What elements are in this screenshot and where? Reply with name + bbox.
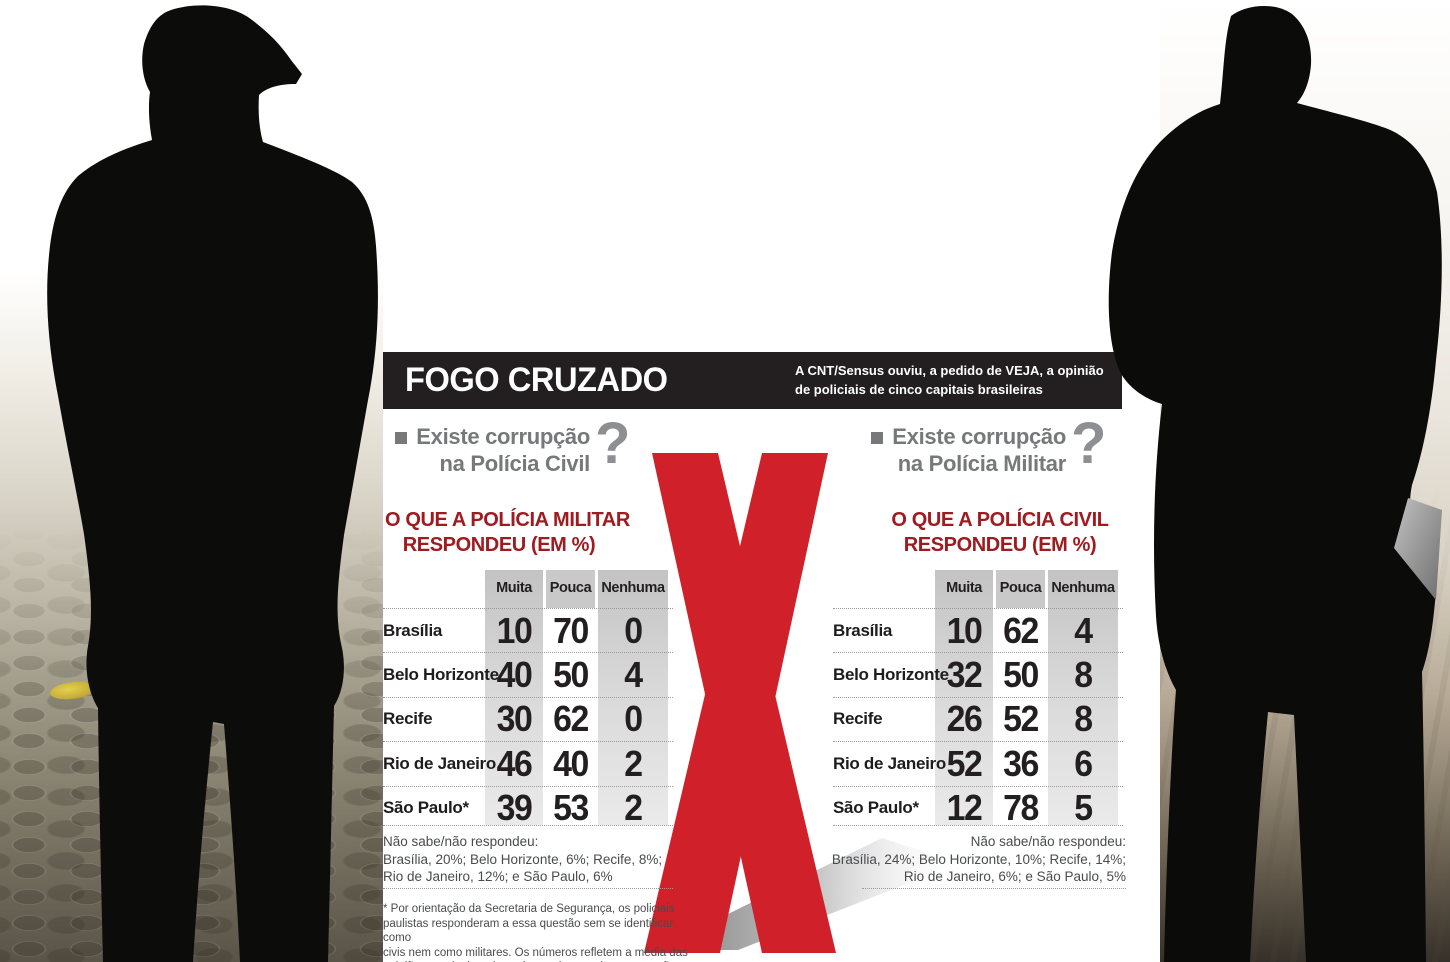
table-rows: Brasília 10 62 4 Belo Horizonte 32 50 8 …	[833, 608, 1123, 830]
cell-nenhuma: 8	[1074, 698, 1093, 740]
table-row: Brasília 10 62 4	[833, 608, 1123, 652]
table-row: Recife 30 62 0	[383, 696, 673, 741]
cell-pouca: 53	[553, 787, 589, 829]
column-header-stripe-pouca	[546, 570, 595, 608]
question-policia-militar: Existe corrupção na Polícia Militar ?	[866, 415, 1106, 477]
row-label: São Paulo*	[383, 798, 469, 818]
cell-muita: 39	[496, 787, 533, 829]
cell-muita: 32	[946, 654, 983, 696]
cell-nenhuma: 6	[1074, 742, 1093, 784]
cell-nenhuma: 5	[1074, 787, 1093, 829]
cell-pouca: 36	[1003, 742, 1039, 784]
cell-nenhuma: 2	[624, 742, 643, 784]
cell-nenhuma: 4	[624, 654, 643, 696]
table-row: São Paulo* 39 53 2	[383, 785, 673, 830]
subtitle-line-1: A CNT/Sensus ouviu, a pedido de VEJA, a …	[795, 363, 1104, 378]
row-label: Belo Horizonte	[383, 665, 499, 685]
cell-muita: 26	[946, 698, 983, 740]
question-mark-icon: ?	[595, 411, 631, 476]
table-row: Belo Horizonte 32 50 8	[833, 652, 1123, 696]
footnote-left: Não sabe/não respondeu: Brasília, 20%; B…	[383, 834, 663, 884]
cell-nenhuma: 8	[1074, 654, 1093, 696]
square-bullet-icon	[395, 432, 408, 444]
table-heading-right: O QUE A POLÍCIA CIVIL RESPONDEU (EM %)	[891, 509, 1109, 556]
row-label: Brasília	[383, 620, 443, 640]
footnote-right: Não sabe/não respondeu: Brasília, 24%; B…	[831, 834, 1126, 884]
police-officer-silhouette-left	[47, 5, 378, 962]
page-subtitle: A CNT/Sensus ouviu, a pedido de VEJA, a …	[795, 361, 1104, 399]
cell-muita: 46	[496, 742, 533, 784]
square-bullet-icon	[871, 432, 884, 444]
row-label: Belo Horizonte	[833, 665, 949, 685]
cell-muita: 10	[496, 609, 533, 651]
red-x-divider	[560, 453, 980, 953]
cell-muita: 12	[946, 787, 983, 829]
table-row: São Paulo* 12 78 5	[833, 785, 1123, 830]
row-label: Recife	[383, 709, 433, 729]
question-line-1: Existe corrupção	[390, 423, 590, 450]
row-label: Rio de Janeiro	[383, 753, 496, 773]
cell-pouca: 70	[553, 609, 589, 651]
column-header-nenhuma: Nenhuma	[601, 580, 665, 596]
cell-nenhuma: 0	[624, 698, 643, 740]
machete-blade-icon	[1394, 498, 1442, 600]
row-label: Brasília	[833, 620, 893, 640]
column-header-pouca: Pouca	[549, 580, 592, 596]
question-mark-icon: ?	[1071, 411, 1107, 476]
row-label: Recife	[833, 709, 883, 729]
question-line-1: Existe corrupção	[866, 423, 1066, 450]
cell-muita: 10	[946, 609, 983, 651]
table-row: Belo Horizonte 40 50 4	[383, 652, 673, 696]
cell-pouca: 40	[553, 742, 589, 784]
column-header-nenhuma: Nenhuma	[1051, 580, 1115, 596]
row-label: Rio de Janeiro	[833, 753, 946, 773]
cell-muita: 40	[496, 654, 533, 696]
cell-pouca: 52	[1003, 698, 1039, 740]
table-rows: Brasília 10 70 0 Belo Horizonte 40 50 4 …	[383, 608, 673, 830]
red-x-icon	[644, 453, 960, 953]
cell-pouca: 50	[1003, 654, 1039, 696]
cell-nenhuma: 4	[1074, 609, 1093, 651]
table-policia-militar-respondeu: Muita Pouca Nenhuma Brasília 10 70 0 Bel…	[383, 570, 673, 828]
cell-pouca: 62	[1003, 609, 1039, 651]
dotted-divider	[383, 888, 673, 889]
column-header-muita: Muita	[496, 580, 532, 596]
question-policia-civil: Existe corrupção na Polícia Civil ?	[390, 415, 630, 477]
table-row: Rio de Janeiro 46 40 2	[383, 741, 673, 785]
column-header-stripe-pouca	[996, 570, 1045, 608]
cell-muita: 30	[496, 698, 533, 740]
cell-nenhuma: 0	[624, 609, 643, 651]
table-row: Brasília 10 70 0	[383, 608, 673, 652]
subtitle-line-2: de policiais de cinco capitais brasileir…	[795, 382, 1043, 397]
table-row: Rio de Janeiro 52 36 6	[833, 741, 1123, 785]
title-bar: FOGO CRUZADO A CNT/Sensus ouviu, a pedid…	[383, 352, 1122, 409]
police-officer-silhouette-right	[1108, 5, 1442, 962]
table-policia-civil-respondeu: Muita Pouca Nenhuma Brasília 10 62 4 Bel…	[833, 570, 1123, 828]
dotted-divider	[862, 888, 1126, 889]
row-label: São Paulo*	[833, 798, 919, 818]
cell-pouca: 78	[1003, 787, 1039, 829]
column-header-pouca: Pouca	[999, 580, 1042, 596]
page-title: FOGO CRUZADO	[405, 361, 668, 399]
column-header-muita: Muita	[946, 580, 982, 596]
cell-muita: 52	[946, 742, 983, 784]
table-heading-left: O QUE A POLÍCIA MILITAR RESPONDEU (EM %)	[385, 509, 630, 556]
question-line-2: na Polícia Militar	[897, 451, 1067, 476]
asterisk-footnote: * Por orientação da Secretaria de Segura…	[383, 903, 688, 962]
question-line-2: na Polícia Civil	[439, 451, 591, 476]
cell-pouca: 62	[553, 698, 589, 740]
table-row: Recife 26 52 8	[833, 696, 1123, 741]
cell-pouca: 50	[553, 654, 589, 696]
cell-nenhuma: 2	[624, 787, 643, 829]
